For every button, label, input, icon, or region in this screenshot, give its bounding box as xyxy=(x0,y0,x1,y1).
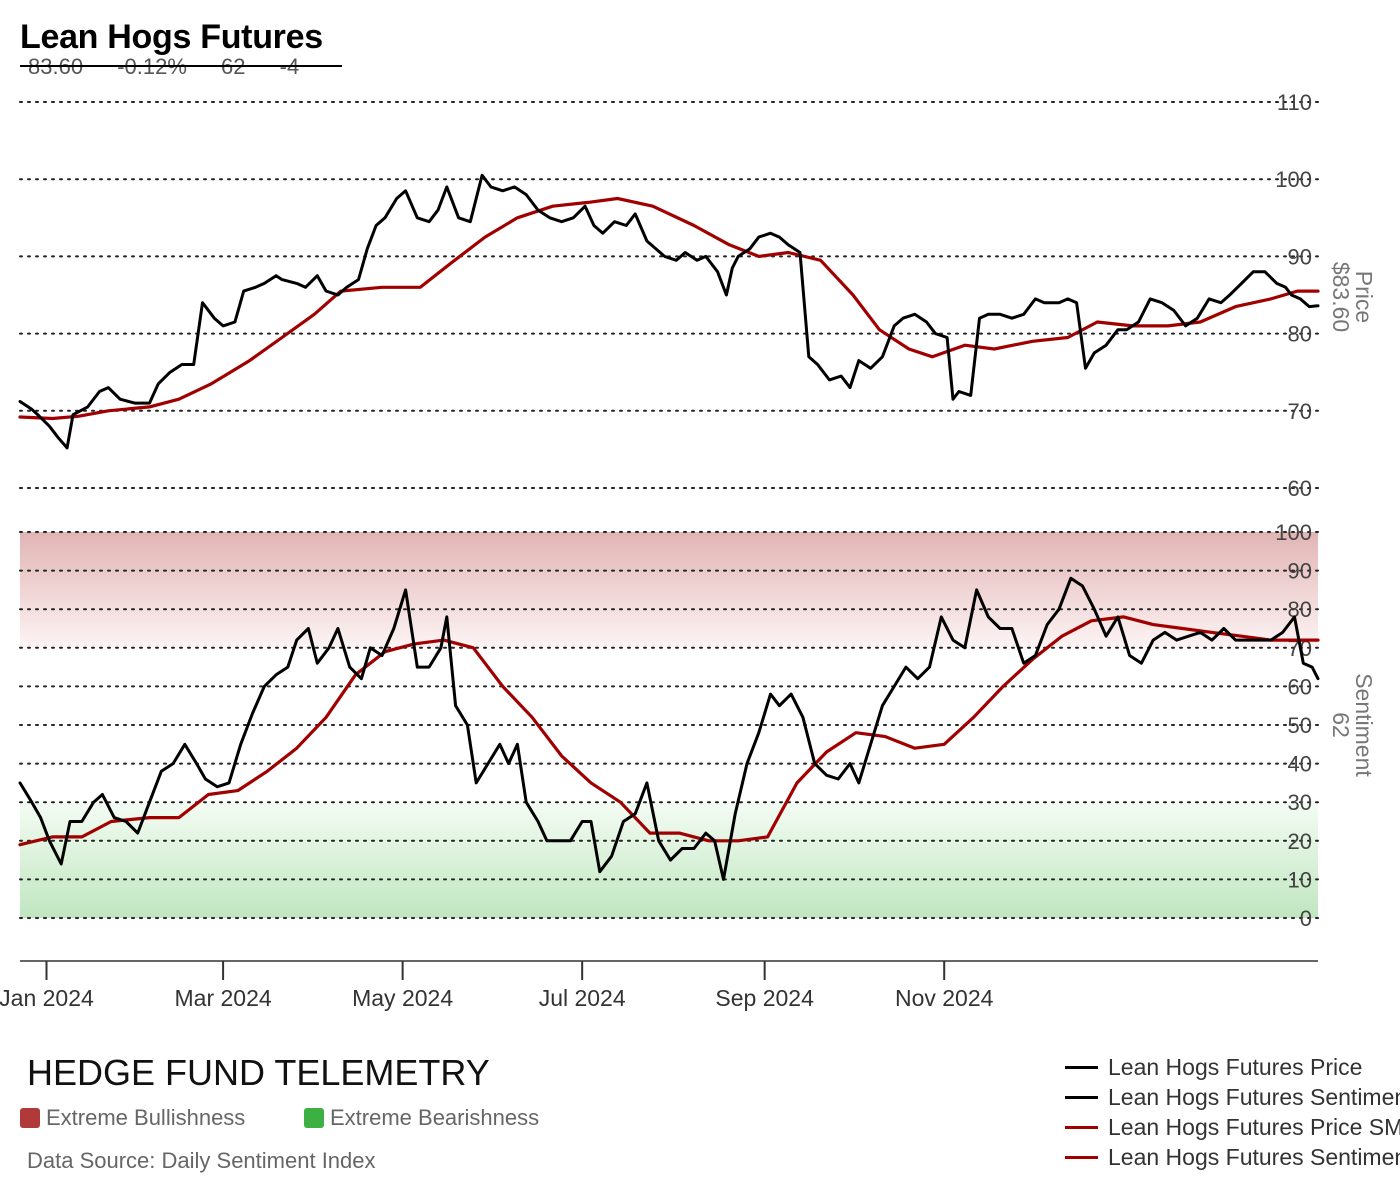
data-source: Data Source: Daily Sentiment Index xyxy=(27,1148,376,1173)
sentiment-tick-label: 50 xyxy=(1288,713,1312,738)
price-tick-label: 110 xyxy=(1277,90,1312,115)
price-tick-label: 70 xyxy=(1288,399,1312,424)
price-tick-label: 80 xyxy=(1288,322,1312,347)
sentiment-tick-label: 60 xyxy=(1288,674,1312,699)
legend-label: Lean Hogs Futures Sentiment xyxy=(1108,1083,1400,1110)
x-tick-label: Sep 2024 xyxy=(715,985,814,1011)
price-tick-label: 60 xyxy=(1288,476,1312,501)
stats-strike-rule xyxy=(20,65,342,67)
legend-label: Lean Hogs Futures Price SMA xyxy=(1108,1113,1400,1140)
gridlines xyxy=(19,101,1319,919)
sentiment-tick-label: 80 xyxy=(1288,597,1312,622)
extreme-bearishness-key: Extreme Bearishness xyxy=(304,1105,539,1131)
sentiment-tick-label: 30 xyxy=(1288,790,1312,815)
x-tick-label: Jul 2024 xyxy=(539,985,626,1011)
sentiment-tick-label: 0 xyxy=(1300,906,1312,931)
price-sma-line xyxy=(18,196,1320,421)
chart-title: Lean Hogs Futures xyxy=(20,18,323,56)
price-tick-label: 100 xyxy=(1275,167,1312,192)
series-legend: Lean Hogs Futures Price Lean Hogs Future… xyxy=(1065,1052,1400,1172)
legend-label: Lean Hogs Futures Price xyxy=(1108,1053,1363,1080)
legend-label: Lean Hogs Futures Sentiment SMA xyxy=(1108,1143,1400,1170)
bear-label: Extreme Bearishness xyxy=(330,1105,540,1130)
x-tick-label: Jan 2024 xyxy=(0,985,94,1011)
x-axis: Jan 2024 Mar 2024 May 2024 Jul 2024 Sep 2024… xyxy=(0,960,1318,1011)
sentiment-tick-label: 90 xyxy=(1288,559,1312,584)
x-tick-label: Mar 2024 xyxy=(175,985,272,1011)
legend-item[interactable]: Lean Hogs Futures Sentiment xyxy=(1065,1082,1400,1112)
legend-item[interactable]: Lean Hogs Futures Price SMA xyxy=(1065,1112,1400,1142)
x-tick-label: May 2024 xyxy=(352,985,453,1011)
header-stats: 83.60 -0.12% 62 -4 xyxy=(28,54,327,80)
price-line xyxy=(18,173,1320,450)
legend-item[interactable]: Lean Hogs Futures Sentiment SMA xyxy=(1065,1142,1400,1172)
sentiment-axis-value: 62 xyxy=(1328,712,1354,738)
price-axis-value: $83.60 xyxy=(1328,262,1354,332)
legend-line-icon xyxy=(1065,1125,1098,1129)
extreme-bullishness-key: Extreme Bullishness xyxy=(20,1105,245,1131)
legend-line-icon xyxy=(1065,1065,1098,1069)
bull-label: Extreme Bullishness xyxy=(46,1105,246,1130)
legend-line-icon xyxy=(1065,1095,1098,1099)
legend-item[interactable]: Lean Hogs Futures Price xyxy=(1065,1052,1400,1082)
sentiment-axis-title: Sentiment xyxy=(1351,673,1377,777)
sentiment-sma-line xyxy=(18,615,1320,847)
bear-swatch-icon xyxy=(304,1108,324,1128)
sentiment-line xyxy=(18,576,1320,881)
sentiment-tick-label: 10 xyxy=(1288,867,1312,892)
price-axis-title: Price xyxy=(1351,271,1377,323)
brand-name: HEDGE FUND TELEMETRY xyxy=(27,1052,490,1093)
sentiment-tick-label: 100 xyxy=(1275,520,1312,545)
sentiment-tick-label: 20 xyxy=(1288,829,1312,854)
bull-swatch-icon xyxy=(20,1108,40,1128)
price-tick-label: 90 xyxy=(1288,244,1312,269)
sentiment-tick-label: 40 xyxy=(1288,752,1312,777)
legend-line-icon xyxy=(1065,1155,1098,1159)
series-lines xyxy=(18,173,1320,881)
x-tick-label: Nov 2024 xyxy=(895,985,994,1011)
